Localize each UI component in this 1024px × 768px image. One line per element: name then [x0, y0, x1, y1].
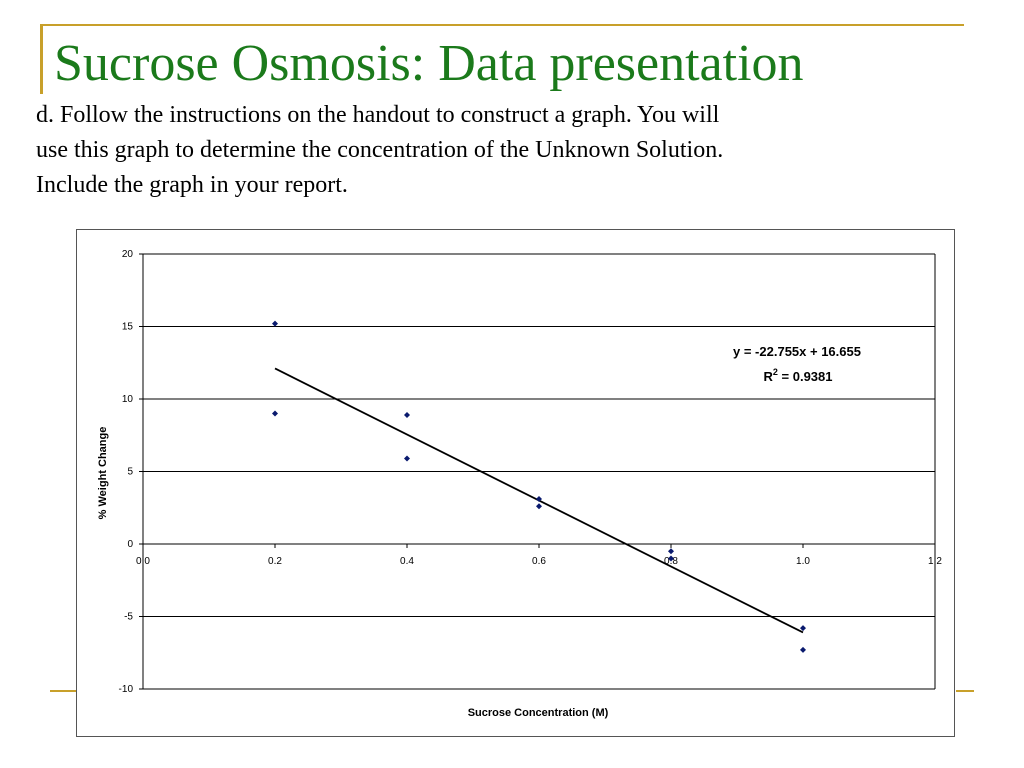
- data-point-layer: [272, 320, 806, 653]
- body-line-2: use this graph to determine the concentr…: [36, 137, 724, 163]
- y-tick-label: 10: [122, 394, 134, 405]
- data-point: [272, 410, 278, 417]
- x-tick-label: 1.0: [796, 556, 810, 567]
- y-tick-label: 0: [127, 539, 133, 550]
- x-tick-label: 0.4: [400, 556, 414, 567]
- r-value: = 0.9381: [778, 369, 833, 384]
- slide-title: Sucrose Osmosis: Data presentation: [54, 35, 804, 92]
- axis-layer: [139, 253, 936, 690]
- chart-frame: 20 15 10 5 0 -5 -10 0.0 0.2 0.4 0.6 0.8 1.0 1.2 Sucro…: [76, 229, 955, 737]
- data-point: [800, 646, 806, 653]
- grid-layer: [143, 253, 935, 690]
- tick-label-layer: 20 15 10 5 0 -5 -10 0.0 0.2 0.4 0.6 0.8 1.0 1.2: [119, 249, 943, 695]
- data-point: [668, 548, 674, 555]
- x-tick-label: 1.2: [928, 556, 942, 567]
- r-squared-label: R2 = 0.9381: [764, 367, 833, 384]
- x-axis-label: Sucrose Concentration (M): [468, 707, 609, 719]
- data-point: [536, 496, 542, 503]
- x-tick-label: 0.8: [664, 556, 678, 567]
- data-point: [800, 625, 806, 632]
- r-label: R: [764, 369, 774, 384]
- title-rule-left: [40, 26, 43, 94]
- data-point: [404, 411, 410, 418]
- y-tick-label: -5: [124, 612, 133, 623]
- x-tick-label: 0.0: [136, 556, 150, 567]
- scatter-chart: 20 15 10 5 0 -5 -10 0.0 0.2 0.4 0.6 0.8 1.0 1.2 Sucro…: [97, 249, 943, 719]
- data-point: [668, 555, 674, 562]
- data-point: [272, 320, 278, 327]
- x-tick-label: 0.6: [532, 556, 546, 567]
- data-point: [536, 503, 542, 510]
- trendline-equation: y = -22.755x + 16.655: [733, 344, 861, 359]
- footer-rule-right: [956, 690, 974, 692]
- r-superscript: 2: [773, 367, 778, 377]
- y-tick-label: 15: [122, 322, 134, 333]
- title-rule-top: [40, 24, 964, 26]
- body-line-1: d. Follow the instructions on the handou…: [36, 102, 720, 128]
- data-point: [404, 455, 410, 462]
- x-tick-label: 0.2: [268, 556, 282, 567]
- y-tick-label: -10: [119, 684, 134, 695]
- slide-body: d. Follow the instructions on the handou…: [36, 98, 896, 203]
- footer-rule-left: [50, 690, 78, 692]
- y-tick-label: 20: [122, 249, 134, 260]
- y-axis-label: % Weight Change: [97, 427, 109, 520]
- body-line-3: Include the graph in your report.: [36, 172, 348, 198]
- y-tick-label: 5: [127, 467, 133, 478]
